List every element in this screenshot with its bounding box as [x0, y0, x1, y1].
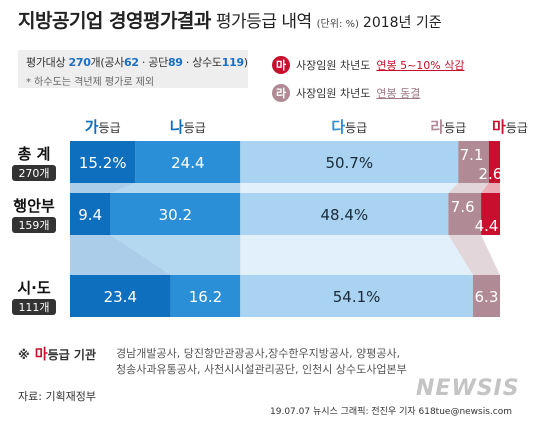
bar-segment-2 — [240, 193, 449, 235]
connector-band — [70, 235, 171, 275]
year-label: 2018년 기준 — [362, 15, 442, 31]
evaluation-target-line: 평가대상 270개(공사62 · 공단89 · 상수도119) — [26, 54, 248, 70]
footnote-orgs: 경남개발공사, 당진항만관광공사,장수한우지방공사, 양평공사, 청송사과유통공… — [116, 346, 416, 378]
grade-header-2: 다등급 — [331, 118, 367, 136]
footnote-grade-badge: 마 — [34, 347, 48, 363]
info-gongdan-label: · 공단 — [138, 56, 168, 69]
data-label: 6.3 — [475, 288, 499, 306]
info-note: * 하수도는 격년제 평가로 제외 — [26, 77, 155, 88]
data-label: 15.2% — [79, 154, 127, 172]
unit-label: (단위: %) — [316, 19, 359, 30]
row-count-badge — [12, 217, 56, 233]
legend-ma-penalty: 연봉 5~10% 삭감 — [376, 59, 465, 72]
footnote-mark: ※ — [18, 348, 30, 362]
info-sangsu: 119 — [221, 56, 244, 69]
bar-segment-2 — [240, 275, 473, 317]
bar-segment-3 — [472, 275, 500, 317]
evaluation-info-box: 평가대상 270개(공사62 · 공단89 · 상수도119) * 하수도는 격… — [18, 50, 248, 88]
row-label: 총 계 — [18, 145, 51, 163]
connector-band — [110, 235, 241, 275]
legend-item-ra: 라 사장임원 차년도 연봉 동결 — [272, 82, 420, 104]
legend-ma-text: 사장임원 차년도 — [296, 59, 371, 72]
connector-band — [240, 235, 473, 275]
data-label: 7.6 — [451, 198, 475, 216]
row-count: 159개 — [18, 219, 49, 232]
connector-band — [70, 183, 136, 193]
row-count: 111개 — [18, 301, 49, 314]
legend-ra-text: 사장임원 차년도 — [296, 87, 371, 100]
row-count: 270개 — [18, 167, 49, 180]
bar-segment-3 — [448, 193, 482, 235]
grade-header-1: 나등급 — [170, 118, 206, 136]
data-label: 9.4 — [78, 206, 102, 224]
title-sub: 평가등급 내역 — [215, 12, 312, 32]
row-label: 행안부 — [13, 197, 55, 215]
data-label: 54.1% — [333, 288, 381, 306]
bar-segment-1 — [110, 193, 241, 235]
connector-band — [481, 183, 500, 193]
info-suffix: 개(공사 — [90, 56, 125, 69]
footnote-orgs-line1: 경남개발공사, 당진항만관광공사,장수한우지방공사, 양평공사, — [116, 347, 401, 360]
bar-segment-4 — [488, 141, 500, 183]
source-label: 자료: 기획재정부 — [18, 390, 97, 403]
connector-band — [240, 183, 459, 193]
legend-item-ma: 마 사장임원 차년도 연봉 5~10% 삭감 — [272, 54, 464, 76]
data-label: 23.4 — [104, 288, 137, 306]
data-label: 4.4 — [475, 217, 499, 235]
info-count: 270 — [68, 56, 91, 69]
grade-header-0: 가등급 — [85, 118, 121, 136]
legend-ra-penalty: 연봉 동결 — [376, 87, 421, 100]
data-label: 2.6 — [478, 165, 502, 183]
bar-segment-1 — [170, 275, 241, 317]
title-main: 지방공기업 경영평가결과 — [18, 10, 211, 32]
bar-segment-3 — [458, 141, 489, 183]
bar-segment-1 — [135, 141, 241, 183]
connector-band — [448, 183, 489, 193]
bar-segment-4 — [481, 193, 500, 235]
footnote-label: 등급 기관 — [47, 348, 96, 362]
chart-title: 지방공기업 경영평가결과 평가등급 내역 (단위: %) 2018년 기준 — [18, 6, 442, 40]
bar-segment-0 — [70, 193, 111, 235]
bar-segment-0 — [70, 275, 171, 317]
data-label: 48.4% — [321, 206, 369, 224]
data-label: 16.2 — [189, 288, 222, 306]
data-label: 30.2 — [159, 206, 192, 224]
info-sangsu-label: · 상수도 — [182, 56, 222, 69]
bar-segment-2 — [240, 141, 459, 183]
connector-band — [448, 235, 500, 275]
info-prefix: 평가대상 — [26, 56, 66, 69]
row-count-badge — [12, 299, 56, 315]
grade-ma-badge: 마 — [272, 56, 290, 74]
row-label: 시·도 — [17, 279, 50, 297]
data-label: 50.7% — [325, 154, 373, 172]
footnote-heading: ※ 마등급 기관 — [18, 344, 96, 364]
info-gongdan: 89 — [167, 56, 183, 69]
grade-header-3: 라등급 — [430, 118, 466, 136]
data-label: 7.1 — [460, 146, 484, 164]
connector-band — [110, 183, 241, 193]
data-label: 24.4 — [171, 154, 204, 172]
credit-line: 19.07.07 뉴시스 그래픽: 전진우 기자 618tue@newsis.c… — [270, 407, 513, 417]
grade-header-4: 마등급 — [492, 118, 528, 136]
info-gongsa: 62 — [124, 56, 139, 69]
bar-segment-0 — [70, 141, 136, 183]
row-count-badge — [12, 165, 56, 181]
newsis-logo: NEWSIS — [416, 376, 520, 401]
grade-ra-badge: 라 — [272, 84, 290, 102]
footnote-orgs-line2: 청송사과유통공사, 사천시시설관리공단, 인천시 상수도사업본부 — [116, 363, 407, 376]
info-close: ) — [243, 56, 248, 69]
